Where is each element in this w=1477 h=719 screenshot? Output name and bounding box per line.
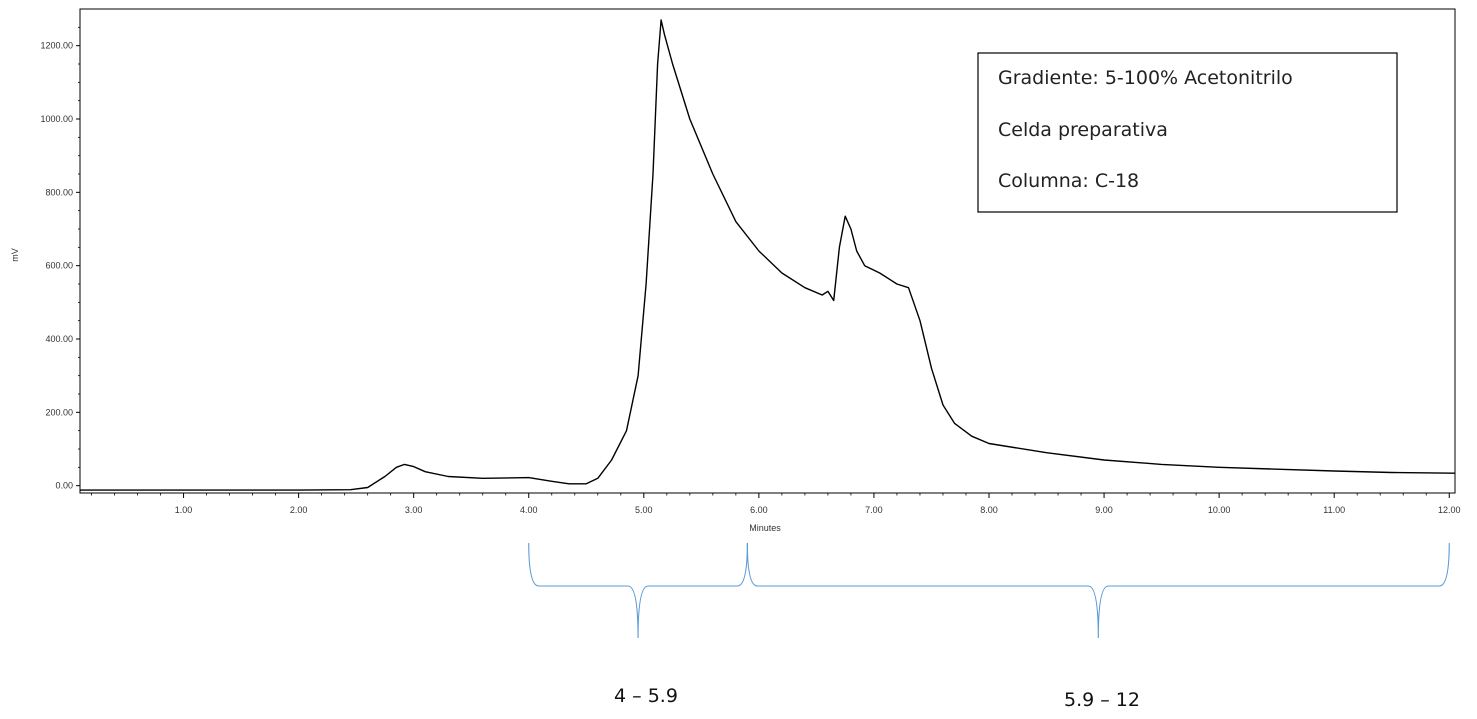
y-axis-label: mV	[10, 248, 20, 262]
plot-frame	[79, 8, 1456, 494]
y-tick-label: 1200.00	[40, 41, 73, 51]
x-tick-label: 6.00	[750, 505, 768, 515]
x-tick-label: 3.00	[405, 505, 423, 515]
y-tick-label: 0.00	[55, 481, 73, 491]
y-axis-ticks: 0.00 200.00 400.00 600.00 800.00 1000.00 1200.…	[40, 26, 80, 491]
legend-line-gradient: Gradiente: 5-100% Acetonitrilo	[998, 67, 1293, 89]
legend-line-column: Columna: C-18	[998, 170, 1139, 192]
chromatogram-trace	[80, 19, 1456, 491]
y-tick-label: 400.00	[45, 334, 73, 344]
legend-frame	[977, 52, 1398, 213]
x-tick-label: 2.00	[290, 505, 308, 515]
y-tick-label: 1000.00	[40, 114, 73, 124]
y-tick-label: 800.00	[45, 187, 73, 197]
fraction-bracket-2	[746, 542, 1450, 639]
x-tick-label: 12.00	[1438, 505, 1461, 515]
fraction-brackets: 4 – 5.9 5.9 – 12	[528, 542, 1450, 711]
fraction-label-1: 4 – 5.9	[614, 685, 678, 707]
legend-box: Gradiente: 5-100% Acetonitrilo Celda pre…	[977, 52, 1398, 213]
fraction-label-2: 5.9 – 12	[1064, 689, 1140, 711]
x-tick-label: 5.00	[635, 505, 653, 515]
y-tick-label: 600.00	[45, 261, 73, 271]
x-axis-ticks: 1.00 2.00 3.00 4.00 5.00 6.00 7.00 8.00 9.00 10.0…	[91, 493, 1461, 515]
x-tick-label: 1.00	[175, 505, 193, 515]
legend-line-cell: Celda preparativa	[998, 119, 1168, 141]
x-tick-label: 9.00	[1095, 505, 1113, 515]
y-tick-label: 200.00	[45, 407, 73, 417]
x-tick-label: 11.00	[1323, 505, 1345, 515]
fraction-bracket-1	[528, 542, 748, 639]
x-axis-label: Minutes	[749, 523, 781, 533]
x-tick-label: 7.00	[865, 505, 883, 515]
x-tick-label: 4.00	[520, 505, 538, 515]
x-tick-label: 8.00	[980, 505, 998, 515]
x-tick-label: 10.00	[1208, 505, 1231, 515]
